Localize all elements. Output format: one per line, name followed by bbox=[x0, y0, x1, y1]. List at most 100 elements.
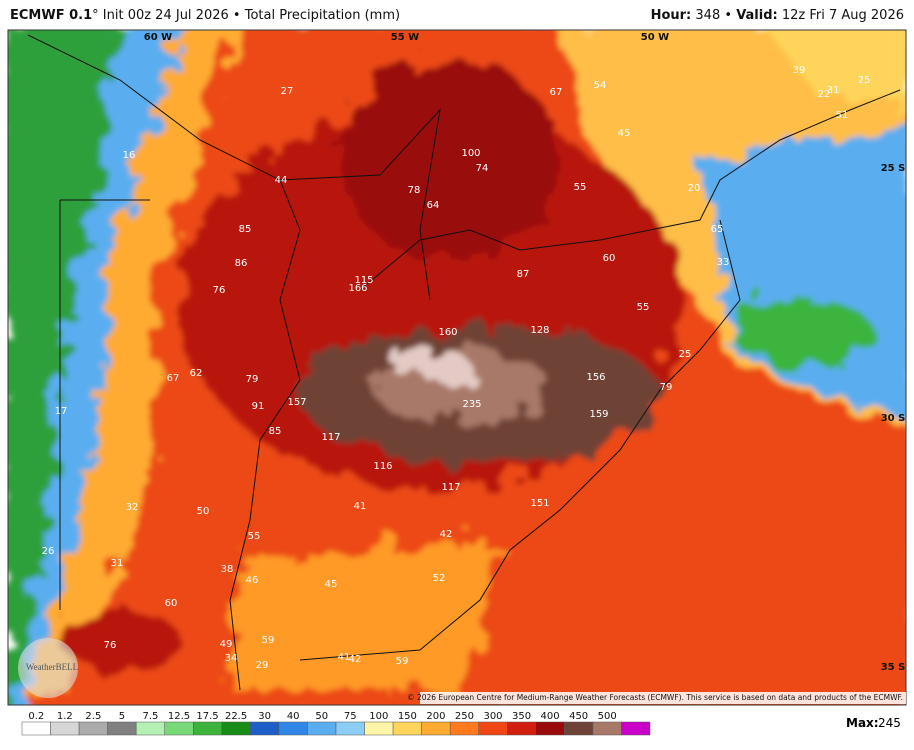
precip-value: 59 bbox=[262, 635, 275, 646]
precip-value: 159 bbox=[589, 409, 608, 420]
precip-value: 51 bbox=[836, 110, 849, 121]
colorbar-label: 500 bbox=[598, 711, 617, 722]
precip-value: 55 bbox=[574, 182, 587, 193]
colorbar-cell bbox=[421, 721, 451, 736]
colorbar-label: 50 bbox=[315, 711, 328, 722]
precip-value: 41 bbox=[338, 652, 351, 663]
colorbar-cell bbox=[135, 721, 165, 736]
title: ECMWF 0.1° Init 00z 24 Jul 2026 • Total … bbox=[10, 8, 400, 23]
precip-value: 74 bbox=[476, 163, 489, 174]
precip-value: 91 bbox=[252, 401, 265, 412]
sep: • bbox=[724, 8, 733, 23]
precip-value: 20 bbox=[688, 183, 701, 194]
precip-value: 49 bbox=[220, 639, 233, 650]
colorbar-label: 150 bbox=[398, 711, 417, 722]
precip-value: 16 bbox=[123, 150, 136, 161]
valid-info: Hour: 348 • Valid: 12z Fri 7 Aug 2026 bbox=[651, 8, 904, 23]
precip-value: 46 bbox=[246, 575, 259, 586]
colorbar-cell bbox=[221, 721, 251, 736]
colorbar-label: 12.5 bbox=[168, 711, 190, 722]
precip-value: 32 bbox=[126, 502, 139, 513]
product: Total Precipitation (mm) bbox=[244, 8, 401, 23]
logo-badge bbox=[18, 638, 78, 698]
precip-value: 64 bbox=[427, 200, 440, 211]
max-value: 245 bbox=[878, 716, 901, 730]
precip-value: 50 bbox=[197, 506, 210, 517]
colorbar-label: 75 bbox=[344, 711, 357, 722]
precip-value: 62 bbox=[190, 368, 203, 379]
precip-value: 100 bbox=[461, 148, 480, 159]
precip-value: 115 bbox=[354, 275, 373, 286]
colorbar-label: 40 bbox=[287, 711, 300, 722]
colorbar-label: 22.5 bbox=[225, 711, 247, 722]
colorbar-cell bbox=[278, 721, 308, 736]
precip-value: 151 bbox=[530, 498, 549, 509]
colorbar-cell bbox=[307, 721, 337, 736]
precip-value: 26 bbox=[42, 546, 55, 557]
model: ECMWF 0.1 bbox=[10, 8, 93, 23]
precip-value: 31 bbox=[827, 85, 840, 96]
precip-value: 79 bbox=[246, 374, 259, 385]
colorbar-label: 7.5 bbox=[143, 711, 159, 722]
map-frame bbox=[7, 29, 907, 706]
colorbar-cell bbox=[21, 721, 51, 736]
valid-label: Valid: bbox=[736, 8, 778, 23]
copyright: © 2026 European Centre for Medium-Range … bbox=[407, 693, 903, 702]
precip-value: 160 bbox=[438, 327, 457, 338]
precip-value: 45 bbox=[618, 128, 631, 139]
precip-value: 34 bbox=[225, 653, 238, 664]
colorbar-label: 1.2 bbox=[57, 711, 73, 722]
precip-value: 116 bbox=[373, 461, 392, 472]
colorbar-cell bbox=[164, 721, 194, 736]
colorbar-cell bbox=[449, 721, 479, 736]
precip-value: 25 bbox=[679, 349, 692, 360]
grid-label: 50 W bbox=[641, 32, 669, 43]
precip-value: 117 bbox=[441, 482, 460, 493]
precip-value: 44 bbox=[275, 175, 288, 186]
precip-value: 45 bbox=[325, 579, 338, 590]
precip-value: 86 bbox=[235, 258, 248, 269]
precip-value: 55 bbox=[637, 302, 650, 313]
colorbar-cell bbox=[564, 721, 594, 736]
colorbar-cell bbox=[364, 721, 394, 736]
colorbar-label: 5 bbox=[119, 711, 125, 722]
colorbar-cell bbox=[78, 721, 108, 736]
grid-label: 25 S bbox=[881, 163, 906, 174]
hour: 348 bbox=[695, 8, 721, 23]
colorbar-label: 30 bbox=[258, 711, 271, 722]
colorbar-cell bbox=[621, 721, 651, 736]
precip-value: 128 bbox=[530, 325, 549, 336]
colorbar-label: 300 bbox=[483, 711, 502, 722]
colorbar-label: 100 bbox=[369, 711, 388, 722]
logo: WeatherBELL bbox=[26, 662, 78, 672]
colorbar-label: 200 bbox=[426, 711, 445, 722]
colorbar-cell bbox=[478, 721, 508, 736]
precip-value: 29 bbox=[256, 660, 269, 671]
colorbar-cell bbox=[392, 721, 422, 736]
precip-value: 22 bbox=[818, 89, 831, 100]
colorbar-cell bbox=[50, 721, 80, 736]
colorbar-cell bbox=[250, 721, 280, 736]
precip-value: 85 bbox=[239, 224, 252, 235]
precip-value: 17 bbox=[55, 406, 68, 417]
copyright-bg bbox=[420, 692, 906, 704]
precip-value: 67 bbox=[167, 373, 180, 384]
precip-value: 39 bbox=[793, 65, 806, 76]
colorbar-label: 17.5 bbox=[196, 711, 218, 722]
colorbar-cell bbox=[592, 721, 622, 736]
colorbar-label: 250 bbox=[455, 711, 474, 722]
precip-value: 41 bbox=[354, 501, 367, 512]
precip-value: 166 bbox=[348, 283, 367, 294]
colorbar-label: 2.5 bbox=[85, 711, 101, 722]
colorbar-label: 350 bbox=[512, 711, 531, 722]
grid-label: 55 W bbox=[391, 32, 419, 43]
precip-value: 38 bbox=[221, 564, 234, 575]
grid-label: 30 S bbox=[881, 413, 906, 424]
precip-value: 67 bbox=[550, 87, 563, 98]
grid-label: 60 W bbox=[144, 32, 172, 43]
precip-value: 156 bbox=[586, 372, 605, 383]
colorbar-label: 450 bbox=[569, 711, 588, 722]
init: ° Init 00z 24 Jul 2026 bbox=[92, 8, 229, 23]
